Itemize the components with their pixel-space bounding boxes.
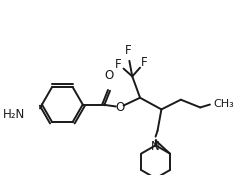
Text: CH₃: CH₃: [214, 99, 234, 109]
Text: H₂N: H₂N: [3, 108, 25, 121]
Text: O: O: [104, 69, 113, 82]
Text: F: F: [125, 44, 132, 57]
Text: F: F: [115, 58, 122, 71]
Text: N: N: [151, 140, 160, 153]
Text: O: O: [115, 101, 124, 114]
Text: F: F: [141, 56, 147, 69]
